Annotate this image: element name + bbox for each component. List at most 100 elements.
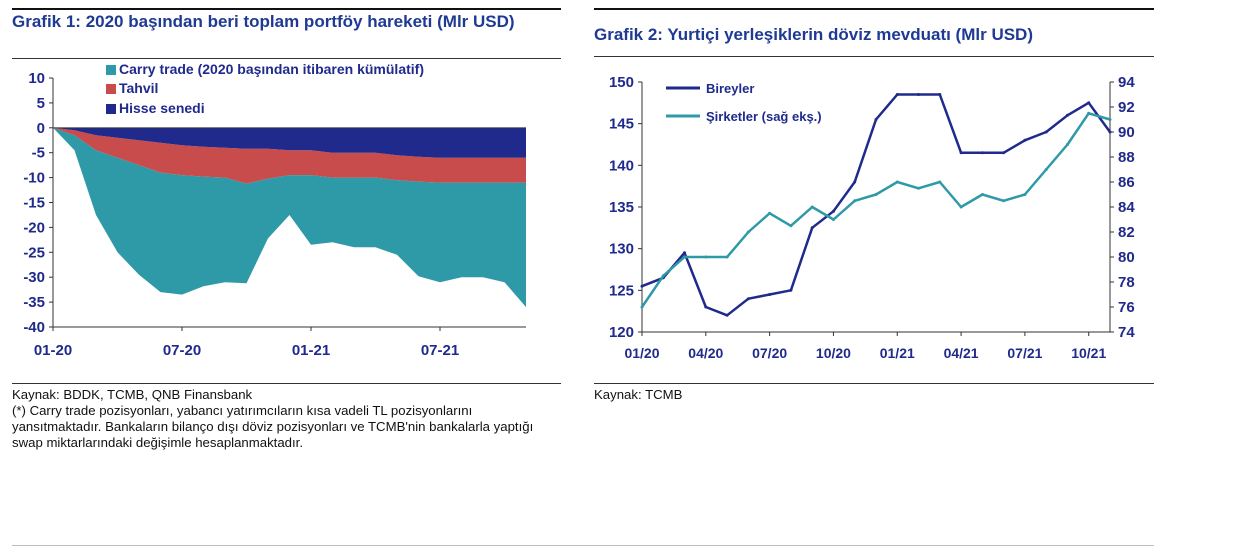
x-tick-label: 10/20 xyxy=(816,345,851,361)
data-point xyxy=(853,199,857,203)
x-tick-label: 01/20 xyxy=(624,345,659,361)
data-point xyxy=(746,230,750,234)
area-hisse xyxy=(53,127,526,158)
x-tick-label: 10/21 xyxy=(1071,345,1106,361)
page-bottom-rule xyxy=(12,545,1154,546)
data-point xyxy=(917,93,920,96)
right-title-rule xyxy=(594,56,1154,57)
legend-swatch xyxy=(106,84,116,94)
legend-label: Hisse senedi xyxy=(119,100,205,116)
data-point xyxy=(789,288,793,292)
data-point xyxy=(1044,168,1048,171)
left-title-rule xyxy=(12,58,561,59)
x-tick-label: 07/21 xyxy=(1007,345,1042,361)
data-point xyxy=(1002,199,1006,203)
data-point xyxy=(938,93,942,96)
right-y-tick-label: 78 xyxy=(1118,274,1135,291)
data-point xyxy=(832,209,835,213)
data-point xyxy=(959,205,963,209)
left-y-tick-label: 120 xyxy=(609,324,634,341)
left-top-rule xyxy=(12,8,561,10)
y-tick-label: -40 xyxy=(23,319,45,336)
data-point xyxy=(895,180,899,184)
series-line-sirketler xyxy=(640,112,1111,308)
left-y-tick-label: 125 xyxy=(609,282,634,299)
right-top-rule xyxy=(594,8,1154,10)
data-point xyxy=(1066,113,1069,117)
data-point xyxy=(725,313,729,317)
data-point xyxy=(1108,118,1112,121)
data-point xyxy=(768,293,772,296)
legend-label: Şirketler (sağ ekş.) xyxy=(706,109,822,124)
right-source-note: Kaynak: TCMB xyxy=(594,387,683,402)
data-point xyxy=(683,251,686,255)
legend-swatch xyxy=(106,104,116,114)
x-tick-label: 07-20 xyxy=(163,342,201,359)
data-point xyxy=(874,118,878,121)
left-y-tick-label: 150 xyxy=(609,74,634,91)
data-point xyxy=(725,255,729,259)
data-point xyxy=(938,180,942,184)
data-point xyxy=(1087,101,1091,105)
right-y-tick-label: 90 xyxy=(1118,124,1135,141)
x-tick-label: 01-20 xyxy=(34,342,72,359)
legend-swatch xyxy=(106,65,116,75)
data-point xyxy=(980,193,984,196)
y-tick-label: -25 xyxy=(23,244,45,261)
data-point xyxy=(810,226,814,230)
data-point xyxy=(1023,138,1027,142)
right-chart-title: Grafik 2: Yurtiçi yerleşiklerin döviz me… xyxy=(594,25,1033,44)
right-y-tick-label: 92 xyxy=(1118,99,1135,116)
data-point xyxy=(853,180,857,184)
y-tick-label: -35 xyxy=(23,294,45,311)
data-point xyxy=(704,255,708,259)
right-y-tick-label: 74 xyxy=(1118,324,1135,341)
data-point xyxy=(704,305,708,309)
y-tick-label: -30 xyxy=(23,269,45,286)
data-point xyxy=(832,218,835,221)
y-tick-label: 0 xyxy=(37,120,45,137)
right-y-tick-label: 88 xyxy=(1118,149,1135,166)
left-chart-svg: 10 5 0 -5 -10 -15 -20 -25 -30 -35 -40 01-20 07-20 01-… xyxy=(23,61,526,359)
data-point xyxy=(1087,111,1091,115)
legend-label: Carry trade (2020 başından itibaren kümü… xyxy=(119,61,424,77)
left-y-tick-label: 130 xyxy=(609,241,634,258)
data-point xyxy=(640,305,644,309)
left-source-note: Kaynak: BDDK, TCMB, QNB Finansbank xyxy=(12,387,253,402)
right-chart-svg: 150 145 140 135 130 125 120 94 92 90 88 86 84 82 80 78 7… xyxy=(609,74,1135,361)
legend-label: Bireyler xyxy=(706,81,754,96)
data-point xyxy=(980,151,984,155)
data-point xyxy=(661,274,665,278)
area-tahvil xyxy=(53,127,526,184)
left-y-tick-label: 140 xyxy=(609,157,634,174)
left-chart-title: Grafik 1: 2020 başından beri toplam port… xyxy=(12,12,515,31)
right-y-tick-label: 94 xyxy=(1118,74,1135,91)
data-point xyxy=(640,284,644,288)
x-tick-label: 01-21 xyxy=(292,342,330,359)
x-tick-label: 07/20 xyxy=(752,345,787,361)
right-y-tick-label: 76 xyxy=(1118,299,1135,316)
data-point xyxy=(959,151,963,155)
right-y-tick-label: 82 xyxy=(1118,224,1135,241)
y-tick-label: -5 xyxy=(32,145,45,162)
data-point xyxy=(1066,143,1069,146)
left-bottom-rule xyxy=(12,383,561,384)
x-tick-label: 01/21 xyxy=(880,345,915,361)
legend-label: Tahvil xyxy=(119,80,158,96)
series-line-bireyler xyxy=(641,93,1112,317)
data-point xyxy=(789,224,793,228)
data-point xyxy=(1108,130,1112,134)
right-y-tick-label: 84 xyxy=(1118,199,1135,216)
y-tick-label: 5 xyxy=(37,95,45,112)
data-point xyxy=(917,186,920,190)
left-y-tick-label: 135 xyxy=(609,199,634,216)
y-tick-label: -20 xyxy=(23,219,45,236)
data-point xyxy=(1002,151,1006,155)
data-point xyxy=(683,255,686,259)
data-point xyxy=(768,211,772,215)
y-tick-label: -15 xyxy=(23,195,45,212)
data-point xyxy=(874,193,878,196)
y-tick-label: 10 xyxy=(28,70,45,87)
right-bottom-rule xyxy=(594,383,1154,384)
left-footnote: (*) Carry trade pozisyonları, yabancı ya… xyxy=(12,403,534,450)
